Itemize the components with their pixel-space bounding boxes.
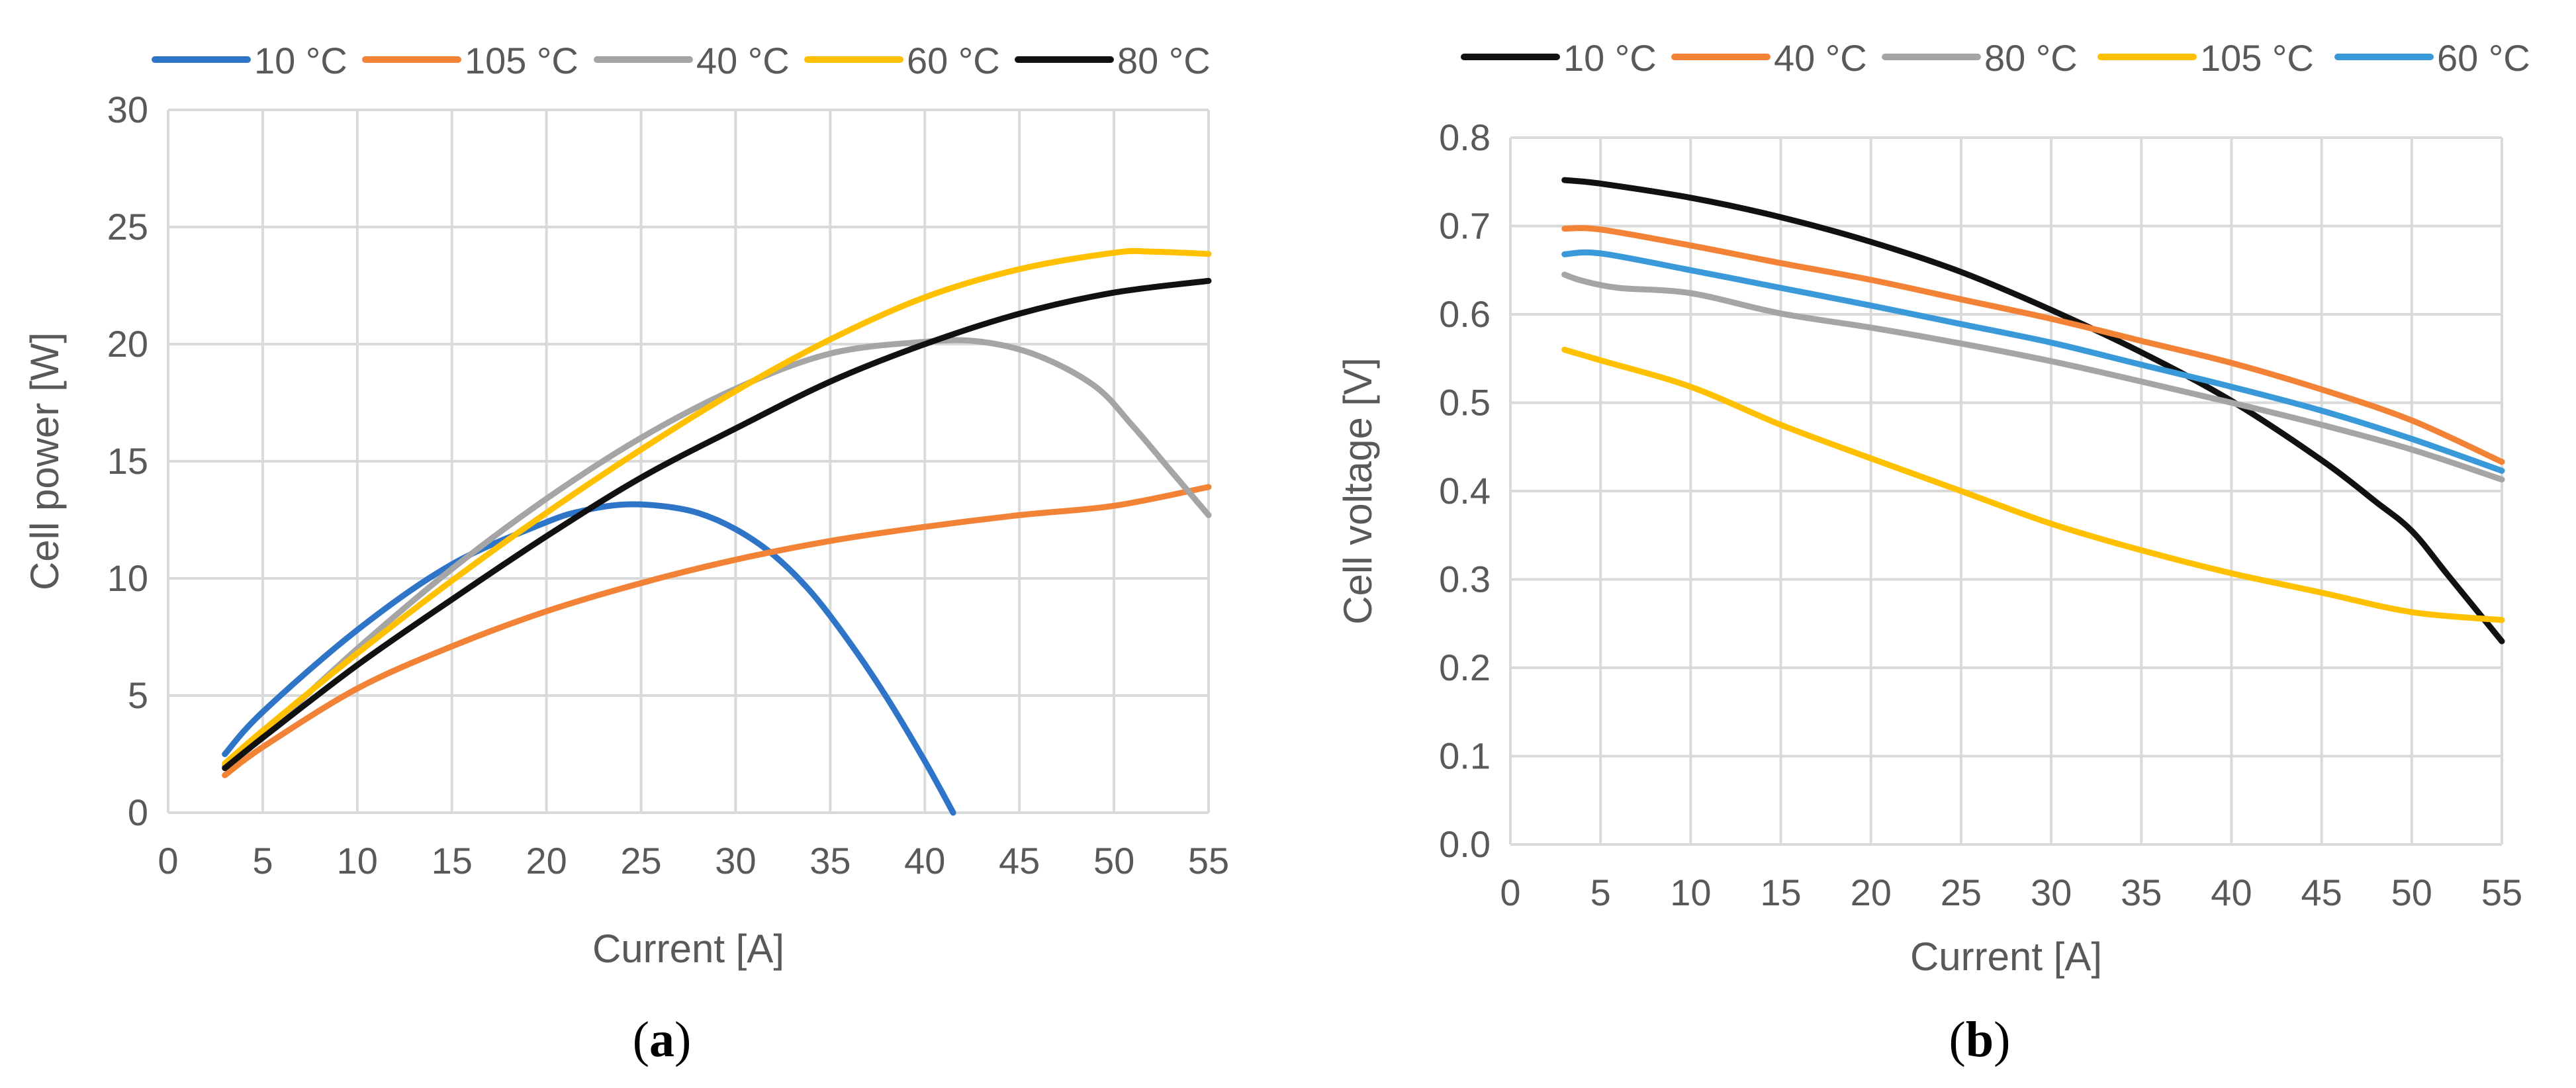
legend-item: 105 °C <box>362 40 578 81</box>
legend-label: 10 °C <box>254 40 347 81</box>
x-tick-label: 0 <box>158 840 178 882</box>
y-tick-label: 0.5 <box>1439 382 1491 424</box>
legend-item: 40 °C <box>594 40 790 81</box>
legend-item: 60 °C <box>2334 37 2530 79</box>
x-axis-title: Current [A] <box>592 927 784 971</box>
series-line-40c <box>1561 225 2505 465</box>
series-line-60c <box>222 248 1212 767</box>
legend-item: 10 °C <box>1461 37 1657 79</box>
gridlines <box>1509 136 2503 846</box>
y-tick-label: 0.0 <box>1439 823 1491 865</box>
y-tick-label: 0.3 <box>1439 559 1491 600</box>
x-tick-label: 15 <box>432 840 473 882</box>
legend-item: 80 °C <box>1015 40 1211 81</box>
x-tick-label: 35 <box>2121 872 2162 913</box>
legend-label: 10 °C <box>1563 37 1657 79</box>
x-tick-label: 25 <box>620 840 661 882</box>
legend: 10 °C 40 °C 80 °C 105 °C 60 °C <box>1461 37 2530 79</box>
y-tick-label: 0.6 <box>1439 293 1491 335</box>
x-tick-label: 30 <box>2031 872 2072 913</box>
series-line-105c <box>1561 346 2505 623</box>
panel-label: (a) <box>633 1012 692 1067</box>
legend-item: 80 °C <box>1882 37 2078 79</box>
legend-item: 40 °C <box>1671 37 1867 79</box>
legend-label: 60 °C <box>2437 37 2530 79</box>
x-tick-label: 40 <box>2211 872 2252 913</box>
series-group <box>1561 177 2505 645</box>
x-tick-label: 50 <box>1093 840 1134 882</box>
x-tick-label: 5 <box>1590 872 1611 913</box>
legend-item: 10 °C <box>152 40 347 81</box>
x-tick-label: 30 <box>715 840 756 882</box>
y-tick-label: 30 <box>107 89 148 130</box>
series-group <box>222 248 1212 816</box>
x-tick-label: 20 <box>1851 872 1892 913</box>
x-tick-label: 5 <box>252 840 273 882</box>
series-line-10c <box>222 501 956 816</box>
legend-label: 105 °C <box>2200 37 2314 79</box>
series-line-80c <box>222 277 1212 772</box>
y-tick-label: 0 <box>128 792 148 833</box>
x-tick-label: 55 <box>2481 872 2522 913</box>
y-tick-label: 15 <box>107 440 148 482</box>
y-tick-label: 0.7 <box>1439 205 1491 247</box>
x-tick-label: 0 <box>1500 872 1520 913</box>
x-tick-label: 45 <box>999 840 1040 882</box>
x-tick-label: 35 <box>809 840 851 882</box>
legend-label: 105 °C <box>465 40 578 81</box>
x-tick-label: 45 <box>2301 872 2342 913</box>
y-axis-title: Cell voltage [V] <box>1336 357 1380 625</box>
x-tick-label: 15 <box>1760 872 1801 913</box>
y-tick-label: 25 <box>107 206 148 248</box>
y-tick-label: 5 <box>128 674 148 716</box>
legend-label: 80 °C <box>1984 37 2078 79</box>
chart-a: 0 5 10 15 20 25 30 0 5 10 15 20 25 30 35 40 45 50 55 Curren… <box>23 40 1229 1067</box>
x-tick-label: 25 <box>1941 872 1982 913</box>
x-tick-label: 40 <box>904 840 945 882</box>
legend-label: 40 °C <box>696 40 790 81</box>
y-tick-label: 0.2 <box>1439 647 1491 688</box>
legend-item: 105 °C <box>2097 37 2314 79</box>
legend-label: 40 °C <box>1774 37 1867 79</box>
panel-label: (b) <box>1949 1012 2011 1067</box>
x-tick-label: 20 <box>526 840 567 882</box>
x-tick-label: 55 <box>1188 840 1229 882</box>
y-tick-label: 0.1 <box>1439 735 1491 777</box>
series-line-105c <box>222 484 1212 778</box>
x-tick-label: 50 <box>2391 872 2432 913</box>
y-tick-label: 0.8 <box>1439 116 1491 158</box>
x-tick-label: 10 <box>1670 872 1711 913</box>
legend-label: 60 °C <box>907 40 1000 81</box>
series-line-60c <box>1561 249 2505 474</box>
x-tick-label: 10 <box>337 840 378 882</box>
series-line-80c <box>1561 271 2505 483</box>
gridlines <box>167 109 1210 814</box>
legend-item: 60 °C <box>804 40 1000 81</box>
x-axis-title: Current [A] <box>1910 934 2102 979</box>
legend: 10 °C 105 °C 40 °C 60 °C 80 °C <box>152 40 1211 81</box>
y-tick-label: 0.4 <box>1439 470 1491 512</box>
y-tick-label: 20 <box>107 323 148 365</box>
chart-b: 0.0 0.1 0.2 0.3 0.4 0.5 0.6 0.7 0.8 0 5 10 15 20 25 30 3… <box>1336 37 2530 1067</box>
y-axis-title: Cell power [W] <box>23 332 67 590</box>
legend-label: 80 °C <box>1117 40 1211 81</box>
y-tick-label: 10 <box>107 557 148 599</box>
